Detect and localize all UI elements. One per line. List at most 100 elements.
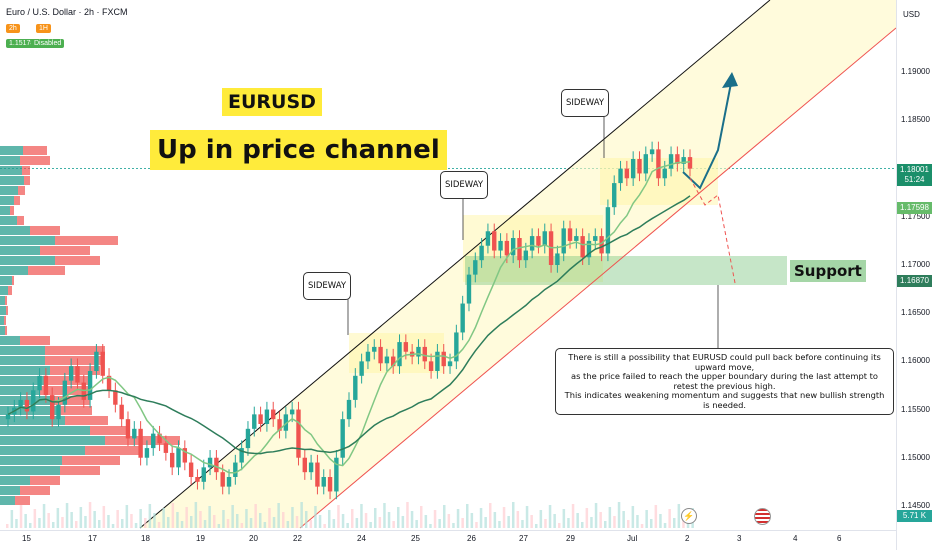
volume-profile-buy-20: [0, 346, 45, 355]
candle-body-11: [75, 366, 80, 383]
volume-tag: 5.71 K: [897, 510, 932, 522]
candle-body-5: [37, 375, 42, 391]
currency-label[interactable]: USD: [903, 10, 920, 19]
volume-bar-2: [15, 519, 18, 528]
volume-profile-sell-20: [45, 346, 105, 355]
candle-body-46: [296, 409, 301, 458]
candle-body-78: [498, 240, 503, 251]
volume-bar-40: [190, 516, 193, 528]
volume-profile-buy-9: [0, 236, 55, 245]
volume-profile-sell-16: [6, 306, 8, 315]
volume-bar-85: [397, 507, 400, 528]
x-tick-15: 6: [837, 534, 842, 543]
candle-body-90: [574, 236, 579, 241]
volume-bar-123: [571, 504, 575, 528]
candle-body-16: [106, 375, 112, 391]
candle-body-108: [687, 157, 693, 169]
volume-bar-145: [673, 518, 676, 528]
candle-body-88: [561, 228, 566, 254]
candle-body-37: [239, 448, 244, 463]
volume-bar-19: [93, 511, 96, 528]
us-flag-event-icon[interactable]: [754, 508, 771, 525]
candle-body-70: [447, 361, 453, 367]
volume-profile-buy-4: [0, 186, 18, 195]
volume-bar-146: [677, 504, 681, 528]
volume-bar-148: [686, 522, 690, 528]
volume-bar-107: [498, 521, 501, 528]
volume-bar-34: [162, 508, 165, 528]
ma-slow-tag: 1.16870: [897, 275, 932, 287]
volume-bar-42: [199, 511, 202, 528]
candle-body-97: [618, 168, 623, 184]
candle-body-55: [353, 375, 358, 400]
volume-profile-sell-4: [18, 186, 25, 195]
volume-bar-10: [52, 522, 55, 528]
symbol-header: Euro / U.S. Dollar · 2h · FXCM: [6, 7, 128, 17]
volume-bar-21: [102, 506, 106, 528]
candle-body-79: [504, 240, 510, 256]
volume-profile-buy-8: [0, 226, 30, 235]
volume-bar-113: [525, 506, 529, 528]
y-tick-1: 1.18500: [901, 115, 930, 125]
candle-body-62: [397, 342, 402, 367]
volume-bar-60: [282, 512, 285, 528]
candle-body-91: [580, 236, 585, 258]
volume-bar-69: [323, 524, 326, 528]
y-tick-0: 1.19000: [901, 67, 930, 77]
volume-profile-buy-6: [0, 206, 10, 215]
volume-bar-88: [410, 511, 414, 528]
volume-profile-buy-17: [0, 316, 4, 325]
volume-profile-buy-22: [0, 366, 50, 375]
volume-bar-77: [360, 504, 363, 528]
candle-body-0: [5, 414, 11, 420]
volume-profile-sell-21: [45, 356, 102, 365]
volume-profile-sell-32: [60, 466, 100, 475]
symbol-line: Euro / U.S. Dollar · 2h · FXCM: [6, 7, 128, 17]
x-tick-2: 18: [141, 534, 150, 543]
volume-profile-buy-10: [0, 246, 40, 255]
y-tick-3: 1.17500: [901, 211, 930, 221]
volume-bar-6: [33, 509, 37, 528]
candle-body-39: [252, 414, 257, 429]
interval-badge[interactable]: 2h: [6, 24, 20, 33]
y-tick-6: 1.16000: [901, 356, 930, 366]
candle-body-10: [68, 366, 74, 381]
candle-body-93: [593, 236, 598, 241]
candle-body-54: [346, 399, 352, 420]
volume-bar-100: [466, 504, 469, 528]
volume-bar-110: [512, 502, 515, 528]
y-tick-4: 1.17000: [901, 260, 930, 269]
candle-body-87: [555, 253, 560, 265]
volume-bar-86: [401, 516, 405, 528]
candle-body-98: [624, 168, 630, 179]
candle-body-33: [214, 457, 219, 473]
time-axis[interactable]: [0, 530, 896, 551]
candle-body-31: [201, 467, 206, 482]
candle-body-95: [605, 207, 611, 254]
candle-body-65: [416, 346, 421, 357]
candle-body-82: [523, 250, 529, 261]
candle-body-73: [466, 274, 472, 304]
volume-bar-1: [10, 510, 14, 528]
candle-body-75: [479, 245, 484, 261]
lightning-icon[interactable]: ⚡: [681, 508, 697, 524]
volume-bar-28: [134, 523, 138, 528]
volume-profile-buy-12: [0, 266, 28, 275]
volume-bar-15: [75, 521, 78, 528]
volume-bar-4: [24, 514, 27, 528]
candle-body-58: [372, 346, 377, 352]
volume-profile-buy-34: [0, 486, 20, 495]
volume-profile-sell-31: [62, 456, 120, 465]
volume-bar-51: [240, 523, 244, 528]
volume-profile-sell-7: [17, 216, 24, 225]
support-zone: [465, 256, 787, 285]
volume-bar-112: [521, 520, 524, 528]
volume-bar-135: [627, 520, 630, 528]
interval-badge-2[interactable]: 1H: [36, 24, 51, 33]
volume-profile-buy-26: [0, 406, 60, 415]
volume-profile-buy-31: [0, 456, 62, 465]
candle-body-104: [662, 168, 667, 179]
volume-bar-127: [590, 517, 593, 528]
